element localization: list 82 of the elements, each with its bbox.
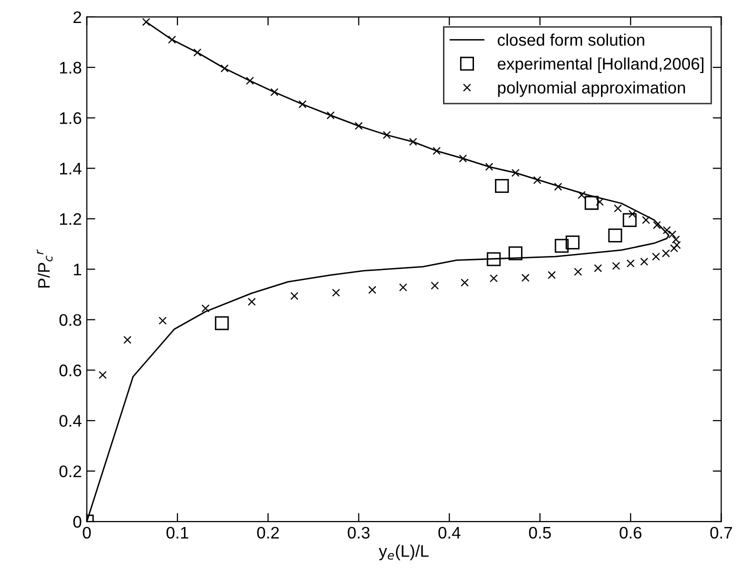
point: [622, 213, 637, 227]
point: [614, 204, 622, 212]
point: [672, 240, 681, 250]
y-tick-label: 0.2: [59, 465, 82, 478]
y-tick-label: 0.8: [59, 314, 82, 326]
point: [220, 64, 229, 72]
point: [578, 191, 586, 200]
point: [554, 238, 569, 253]
point: [670, 244, 678, 252]
point: [158, 316, 167, 325]
point: [521, 274, 530, 282]
point: [642, 216, 650, 224]
y-tick-label: 1.4: [60, 162, 82, 174]
point: [354, 122, 363, 130]
point: [142, 18, 150, 26]
point: [326, 111, 335, 120]
y-tick-label: 1.8: [60, 62, 82, 74]
point: [123, 336, 132, 344]
point: [409, 138, 418, 146]
point: [662, 226, 671, 234]
point: [458, 154, 467, 162]
point: [612, 262, 620, 270]
point: [584, 196, 599, 210]
point: [640, 258, 648, 266]
y-tick-label: 0.6: [59, 364, 82, 376]
point: [485, 162, 494, 171]
y-tick-label: 0: [73, 516, 82, 528]
point: [332, 288, 340, 297]
point: [460, 278, 469, 287]
x-tick-label: 0.5: [529, 526, 551, 539]
point: [270, 88, 278, 96]
point: [554, 182, 562, 191]
y-tick-label: 1.2: [60, 213, 82, 225]
point: [368, 286, 376, 294]
legend-label: closed form solution: [498, 34, 644, 46]
x-axis-title: y$_{e}$(L)/L: [378, 544, 429, 560]
x-tick-label: 0.7: [710, 526, 732, 539]
point: [652, 252, 660, 261]
point: [574, 268, 582, 276]
point: [399, 283, 408, 292]
point: [214, 316, 229, 330]
y-tick-label: 1.6: [60, 112, 82, 124]
point: [608, 228, 622, 242]
point: [430, 282, 439, 290]
point: [548, 271, 556, 280]
x-tick-label: 0.2: [257, 526, 279, 539]
point: [668, 230, 676, 238]
y-tick-label: 0.4: [59, 415, 82, 427]
point: [594, 264, 602, 272]
point: [432, 146, 441, 155]
point: [511, 168, 520, 177]
point: [298, 100, 307, 108]
point: [168, 36, 176, 44]
point: [193, 48, 202, 57]
point: [596, 198, 604, 206]
y-tick-label: 1: [74, 264, 82, 276]
x-tick-label: 0: [82, 526, 91, 539]
point: [246, 76, 254, 85]
point: [533, 176, 542, 184]
y-tick-label: 2: [74, 11, 82, 23]
point: [290, 292, 298, 300]
x-tick-label: 0.3: [348, 526, 370, 539]
point: [652, 221, 661, 230]
point: [382, 130, 391, 140]
legend-label: experimental [Holland,2006]: [498, 57, 704, 74]
point: [566, 236, 580, 250]
x-tick-label: 0.6: [620, 526, 642, 539]
point: [486, 252, 501, 266]
point: [202, 304, 210, 312]
legend-label: polynomial approximation: [498, 81, 685, 97]
point: [508, 246, 522, 260]
point: [248, 298, 256, 306]
point: [672, 235, 680, 244]
x-tick-label: 0.4: [438, 526, 460, 539]
point: [662, 249, 670, 258]
y-axis-title: P/P$_{c}$$^{r}$: [36, 249, 53, 288]
point: [98, 370, 107, 379]
x-tick-label: 0.1: [166, 526, 188, 539]
point: [628, 210, 636, 218]
point: [494, 179, 509, 193]
point: [490, 274, 498, 282]
point: [626, 259, 635, 268]
